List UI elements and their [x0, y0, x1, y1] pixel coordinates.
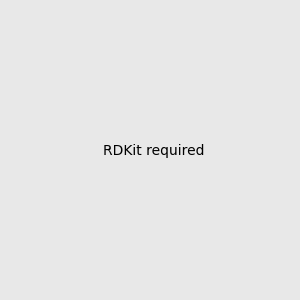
Text: RDKit required: RDKit required — [103, 145, 205, 158]
